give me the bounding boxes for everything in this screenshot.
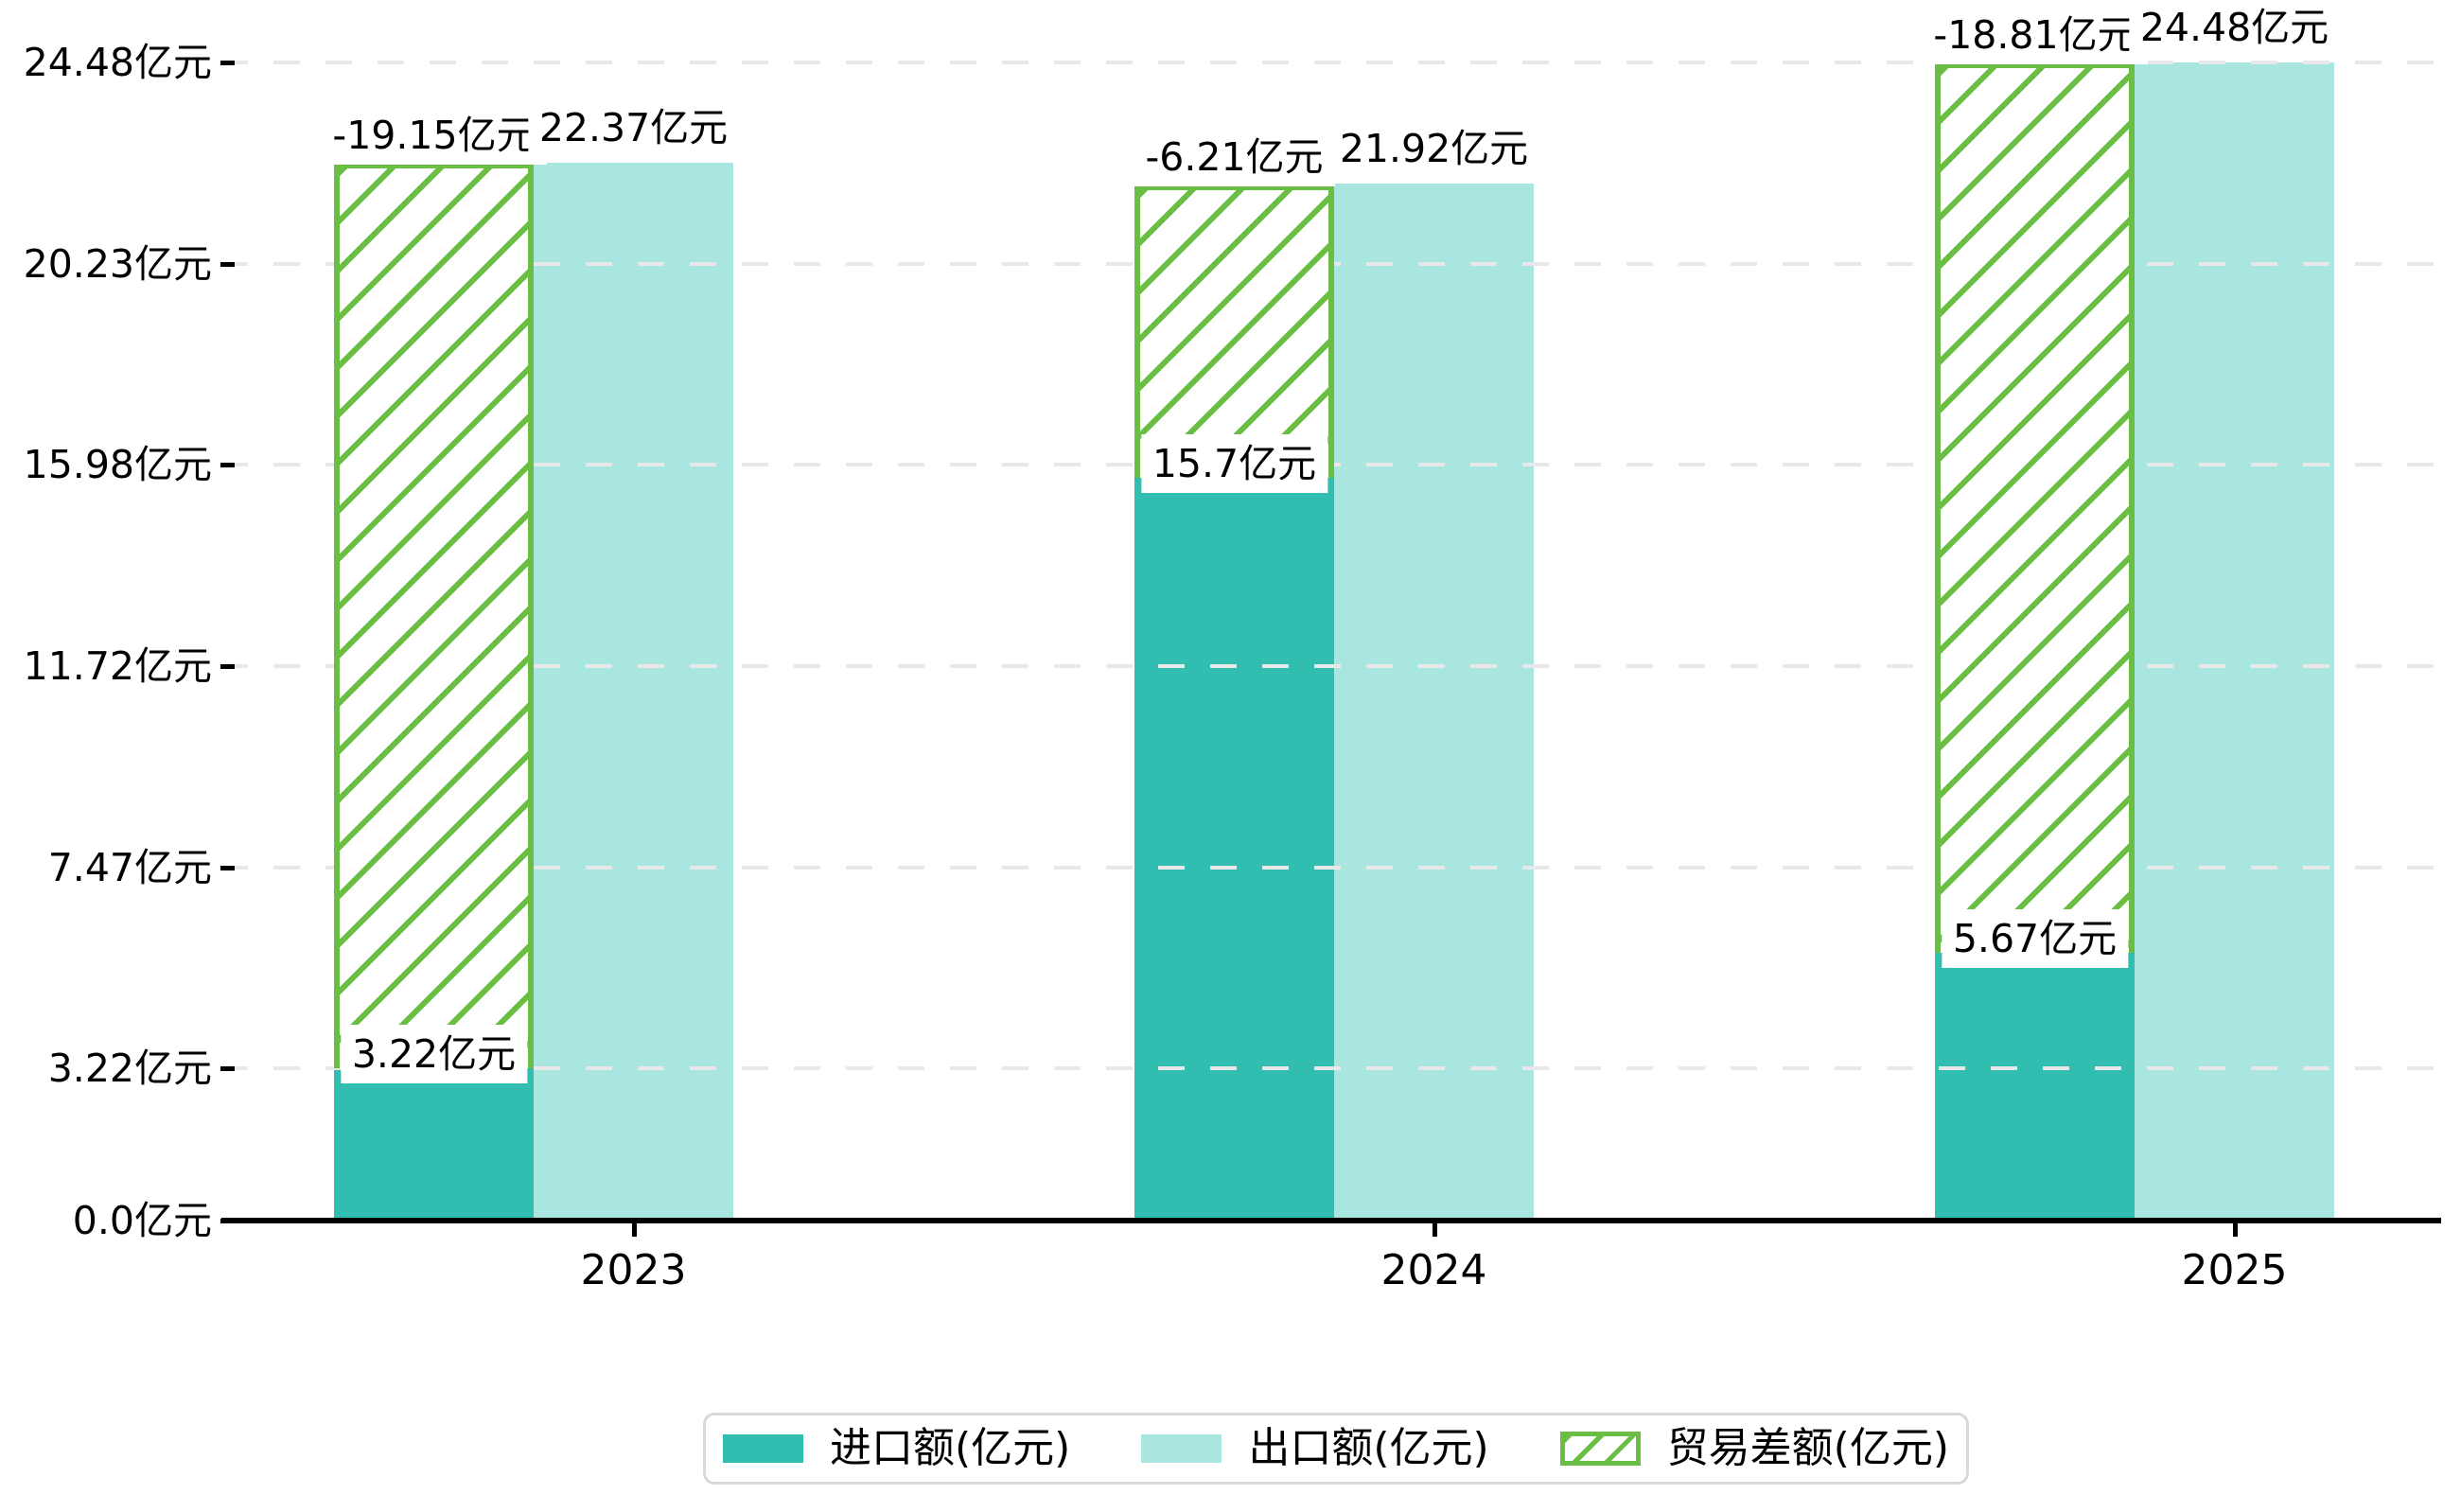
legend-item-export: 出口额(亿元) — [1141, 1424, 1489, 1472]
y-axis-tick-label: 3.22亿元 — [47, 1046, 212, 1091]
x-axis-tick — [2232, 1221, 2238, 1237]
y-axis-tick-label: 15.98亿元 — [23, 442, 212, 487]
import-value-label: 15.7亿元 — [1140, 434, 1328, 493]
x-axis-tick-label: 2023 — [580, 1246, 687, 1294]
y-axis-tick — [220, 664, 235, 669]
gridline — [221, 61, 2441, 64]
y-axis-tick — [220, 1066, 235, 1071]
legend-label-trade-balance: 贸易差额(亿元) — [1666, 1424, 1949, 1472]
gridline — [221, 1066, 2441, 1070]
trade-balance-bar-2023 — [334, 162, 534, 1068]
export-swatch-icon — [1141, 1434, 1222, 1463]
legend-label-export: 出口额(亿元) — [1248, 1424, 1489, 1472]
import-bar-2023 — [334, 1068, 534, 1221]
y-axis-tick-label: 20.23亿元 — [23, 240, 212, 287]
export-bar-2024 — [1334, 184, 1534, 1221]
export-bar-2023 — [534, 162, 733, 1221]
import-value-label: 5.67亿元 — [1941, 908, 2129, 968]
y-axis-tick — [220, 61, 235, 65]
trade-balance-bar-2024 — [1134, 184, 1334, 478]
x-axis-tick-label: 2024 — [1380, 1246, 1487, 1294]
y-axis-tick — [220, 865, 235, 870]
trade-balance-value-label: -19.15亿元 — [321, 105, 547, 165]
y-axis-tick — [220, 261, 235, 267]
y-axis-tick — [220, 463, 235, 467]
y-axis-tick-label: 11.72亿元 — [23, 643, 212, 689]
legend: 进口额(亿元) 出口额(亿元) 贸易差额(亿元) — [703, 1413, 1969, 1485]
export-value-label: 24.48亿元 — [2128, 0, 2341, 57]
legend-item-trade-balance: 贸易差额(亿元) — [1559, 1424, 1949, 1472]
x-axis-tick — [631, 1221, 637, 1237]
import-value-label: 3.22亿元 — [340, 1025, 528, 1083]
trade-balance-swatch-icon — [1559, 1432, 1641, 1466]
import-bar-2025 — [1935, 952, 2135, 1221]
export-value-label: 22.37亿元 — [527, 97, 740, 157]
trade-balance-bar-2025 — [1935, 62, 2135, 953]
import-swatch-icon — [723, 1434, 803, 1463]
legend-item-import: 进口额(亿元) — [723, 1425, 1070, 1472]
gridline — [221, 865, 2441, 870]
y-axis-tick-label: 0.0亿元 — [72, 1198, 212, 1243]
export-value-label: 21.92亿元 — [1327, 119, 1540, 178]
trade-balance-value-label: -18.81亿元 — [1922, 6, 2148, 64]
y-axis-tick-label: 7.47亿元 — [47, 844, 212, 890]
legend-label-import: 进口额(亿元) — [830, 1424, 1071, 1472]
y-axis-tick-label: 24.48亿元 — [23, 40, 212, 85]
x-axis-tick-label: 2025 — [2181, 1246, 2288, 1294]
gridline — [221, 664, 2441, 668]
x-axis-tick — [1432, 1221, 1437, 1237]
trade-balance-value-label: -6.21亿元 — [1134, 127, 1335, 186]
export-bar-2025 — [2135, 62, 2334, 1221]
import-bar-2024 — [1134, 478, 1334, 1221]
x-axis-line — [221, 1218, 2441, 1223]
